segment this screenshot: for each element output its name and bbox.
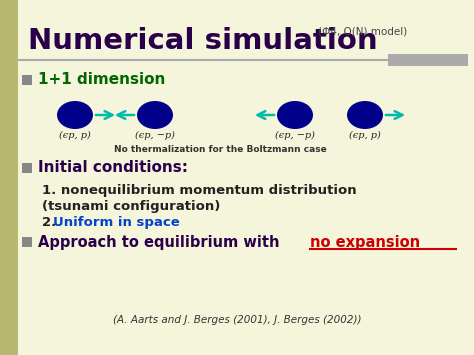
Text: 1. nonequilibrium momentum distribution: 1. nonequilibrium momentum distribution	[42, 184, 356, 197]
Ellipse shape	[277, 101, 313, 129]
Text: 2.: 2.	[42, 216, 61, 229]
Bar	[22, 75, 32, 85]
Bar	[22, 237, 32, 247]
Ellipse shape	[57, 101, 93, 129]
Text: (ϵp, −p): (ϵp, −p)	[135, 130, 175, 140]
Text: Uniform in space: Uniform in space	[53, 216, 180, 229]
Text: (ϵp, −p): (ϵp, −p)	[275, 130, 315, 140]
Text: (tsunami configuration): (tsunami configuration)	[42, 200, 220, 213]
Ellipse shape	[137, 101, 173, 129]
Text: No thermalization for the Boltzmann case: No thermalization for the Boltzmann case	[114, 144, 327, 153]
Text: Initial conditions:: Initial conditions:	[38, 160, 188, 175]
Bar	[388, 54, 468, 66]
Bar	[0, 0, 18, 355]
Text: (Φ4, O(N) model): (Φ4, O(N) model)	[318, 27, 407, 37]
Text: Approach to equilibrium with: Approach to equilibrium with	[38, 235, 284, 250]
Text: (A. Aarts and J. Berges (2001), J. Berges (2002)): (A. Aarts and J. Berges (2001), J. Berge…	[113, 315, 361, 325]
Text: 1+1 dimension: 1+1 dimension	[38, 72, 165, 87]
Text: no expansion: no expansion	[310, 235, 420, 250]
Ellipse shape	[347, 101, 383, 129]
Text: (ϵp, p): (ϵp, p)	[59, 130, 91, 140]
Text: (ϵp, p): (ϵp, p)	[349, 130, 381, 140]
Text: Numerical simulation: Numerical simulation	[28, 27, 378, 55]
Bar	[22, 163, 32, 173]
